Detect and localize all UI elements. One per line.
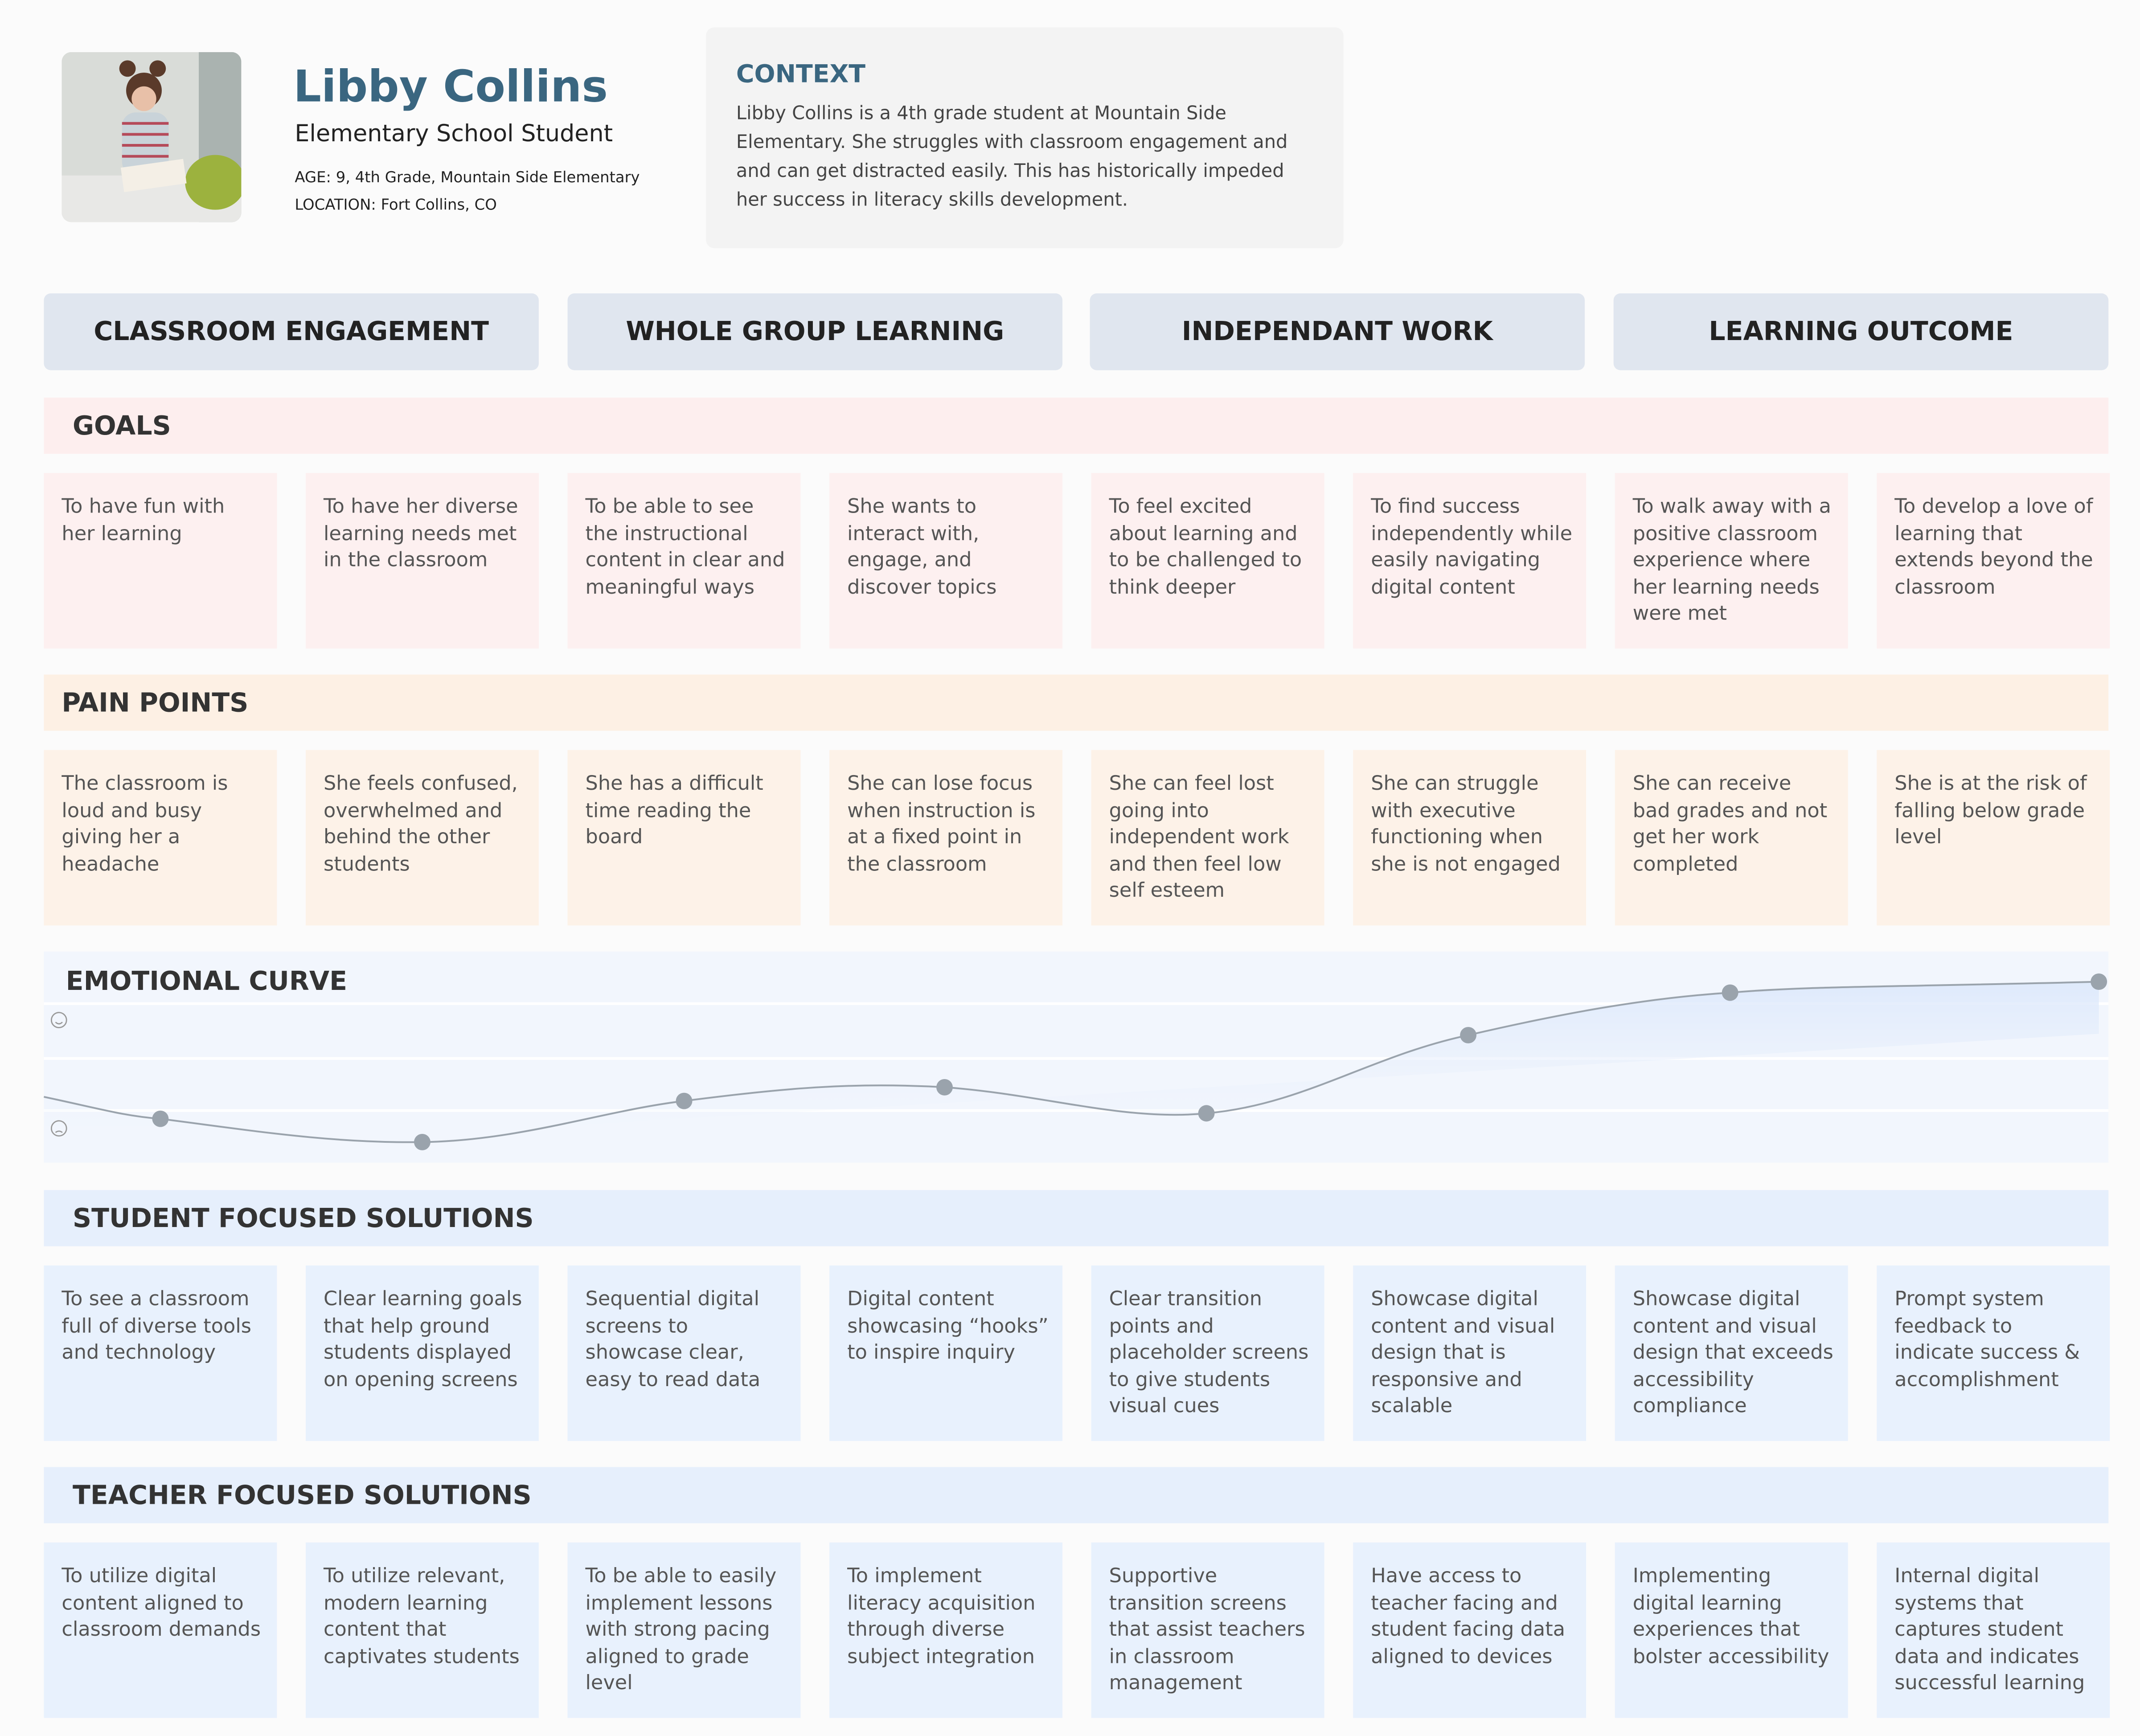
section-title: TEACHER FOCUSED SOLUTIONS [44, 1467, 2109, 1523]
card: Showcase digital content and visual desi… [1353, 1265, 1587, 1441]
card: To have fun with her learning [44, 473, 277, 649]
context-title: CONTEXT [736, 60, 866, 89]
stage-header: CLASSROOM ENGAGEMENT [44, 293, 539, 370]
happy-icon [50, 1012, 67, 1028]
curve-line [44, 981, 2099, 1143]
card: Sequential digital screens to showcase c… [567, 1265, 801, 1441]
section-title: STUDENT FOCUSED SOLUTIONS [44, 1190, 2109, 1247]
card: Supportive transition screens that assis… [1091, 1542, 1324, 1718]
emotional-curve [44, 973, 2109, 1157]
card: She feels confused, overwhelmed and behi… [305, 750, 539, 926]
card: Have access to teacher facing and studen… [1353, 1542, 1587, 1718]
section-title: PAIN POINTS [44, 674, 2109, 731]
stage-header: LEARNING OUTCOME [1613, 293, 2109, 370]
persona-role: Elementary School Student [295, 120, 613, 148]
card: To feel excited about learning and to be… [1091, 473, 1324, 649]
card: Digital content showcasing “hooks” to in… [829, 1265, 1063, 1441]
persona-age: AGE: 9, 4th Grade, Mountain Side Element… [295, 168, 640, 187]
card: Internal digital systems that captures s… [1877, 1542, 2110, 1718]
stage-header: INDEPENDANT WORK [1090, 293, 1585, 370]
card: To implement literacy acquisition throug… [829, 1542, 1063, 1718]
persona-name: Libby Collins [293, 60, 608, 113]
context-box: CONTEXT Libby Collins is a 4th grade stu… [706, 27, 1344, 248]
section-title: EMOTIONAL CURVE [66, 966, 347, 997]
card: To walk away with a positive classroom e… [1615, 473, 1848, 649]
context-text: Libby Collins is a 4th grade student at … [736, 103, 1288, 211]
card: She can struggle with executive function… [1353, 750, 1587, 926]
card: She can lose focus when instruction is a… [829, 750, 1063, 926]
card: To be able to see the instructional cont… [567, 473, 801, 649]
card: To be able to easily implement lessons w… [567, 1542, 801, 1718]
card: She has a difficult time reading the boa… [567, 750, 801, 926]
card: She can feel lost going into independent… [1091, 750, 1324, 926]
card: Implementing digital learning experience… [1615, 1542, 1848, 1718]
card: To develop a love of learning that exten… [1877, 473, 2110, 649]
card: Showcase digital content and visual desi… [1615, 1265, 1848, 1441]
persona-location: LOCATION: Fort Collins, CO [295, 196, 497, 214]
card: She can receive bad grades and not get h… [1615, 750, 1848, 926]
section-title: GOALS [44, 398, 2109, 454]
sad-icon [50, 1120, 67, 1137]
curve-points [152, 973, 2107, 1150]
card: To utilize digital content aligned to cl… [44, 1542, 277, 1718]
card: She is at the risk of falling below grad… [1877, 750, 2110, 926]
card: The classroom is loud and busy giving he… [44, 750, 277, 926]
card: To see a classroom full of diverse tools… [44, 1265, 277, 1441]
curve-fill [44, 981, 2099, 1157]
card: She wants to interact with, engage, and … [829, 473, 1063, 649]
card: To find success independently while easi… [1353, 473, 1587, 649]
persona-photo [61, 52, 242, 222]
card: To have her diverse learning needs met i… [305, 473, 539, 649]
card: To utilize relevant, modern learning con… [305, 1542, 539, 1718]
card: Clear learning goals that help ground st… [305, 1265, 539, 1441]
stage-header: WHOLE GROUP LEARNING [567, 293, 1063, 370]
card: Clear transition points and placeholder … [1091, 1265, 1324, 1441]
card: Prompt system feedback to indicate succe… [1877, 1265, 2110, 1441]
